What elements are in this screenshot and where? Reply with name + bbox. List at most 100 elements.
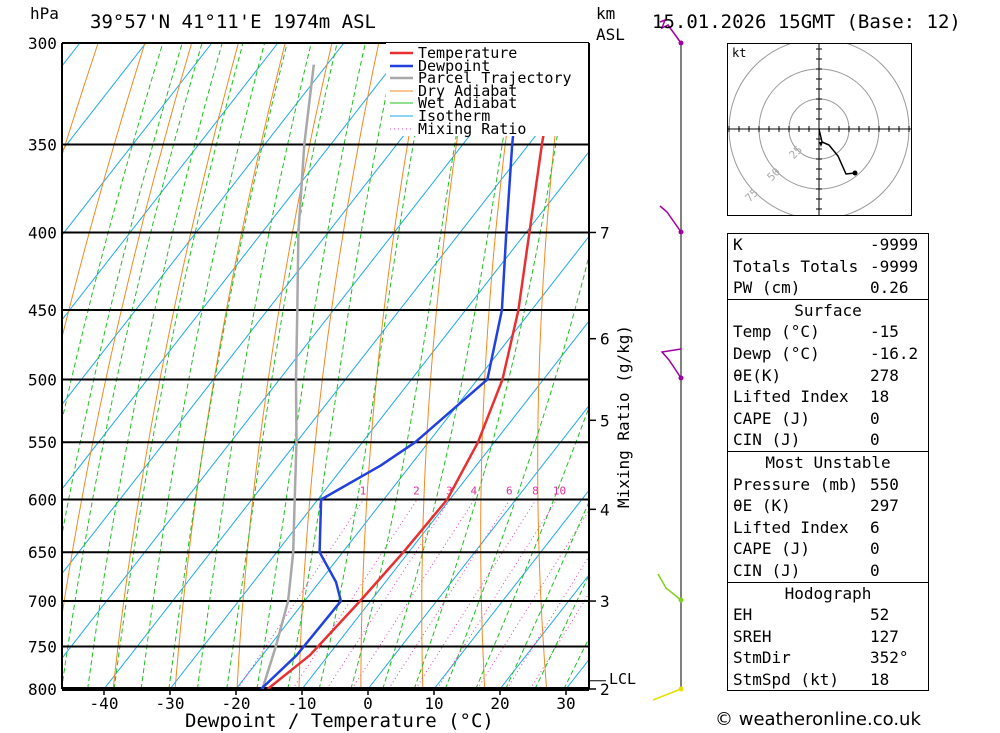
mu-value: 550 xyxy=(870,474,899,494)
surface-key: Temp (°C) xyxy=(733,322,820,342)
mixing-ratio-label: 6 xyxy=(506,485,513,498)
mu-row: θE (K) 297 xyxy=(728,495,928,517)
ring-label-50: 50 xyxy=(765,165,784,184)
hodo-end-dot xyxy=(852,170,858,176)
mu-key: Lifted Index xyxy=(733,517,849,537)
axes: -40 -30 -20 -10 0 10 20 30 7 6 5 4 3 2 xyxy=(61,43,610,713)
pressure-label: 300 xyxy=(28,34,57,53)
dry-adiabat xyxy=(987,43,1000,689)
dry-adiabat xyxy=(647,43,671,689)
surface-value: 0 xyxy=(870,408,880,428)
isotherm-line xyxy=(235,235,589,689)
km-tick-label: 4 xyxy=(600,500,610,519)
storm-motion-arrow xyxy=(819,142,823,147)
mixing-ratio-label: 2 xyxy=(413,485,420,498)
mixing-ratio-line xyxy=(326,499,451,689)
mu-key: θE (K) xyxy=(733,496,791,516)
profiles xyxy=(260,43,560,689)
mixing-ratio-line xyxy=(237,499,365,689)
legend-temperature: Temperature xyxy=(418,44,517,62)
legend-mixing-ratio: Mixing Ratio xyxy=(418,120,526,138)
km-tick-label: 5 xyxy=(600,411,610,430)
pressure-label: 450 xyxy=(28,301,57,320)
mixing-ratio-line xyxy=(415,499,537,689)
surface-row: Temp (°C) -15 xyxy=(728,321,928,343)
mixing-ratio-line xyxy=(529,592,589,689)
wet-adiabat xyxy=(62,43,164,423)
hodo-value: 352° xyxy=(870,648,909,668)
top-value: 0.26 xyxy=(870,278,909,298)
top-key: PW (cm) xyxy=(733,278,801,298)
series-parcel-trajectory xyxy=(261,64,316,689)
hodo-row: EH 52 xyxy=(728,604,928,626)
dry-adiabat xyxy=(62,43,193,619)
legend-wet-adiabat: Wet Adiabat xyxy=(418,94,517,112)
hodograph-unit: kt xyxy=(732,46,746,60)
top-key: K xyxy=(733,235,743,254)
top-key: Totals Totals xyxy=(733,256,859,276)
mixing-ratio-line xyxy=(506,555,589,689)
mixing-ratio-line xyxy=(436,499,558,689)
ring-label-25: 25 xyxy=(787,143,806,162)
mu-row: CIN (J) 0 xyxy=(728,560,928,582)
isotherm-line xyxy=(169,151,589,689)
isotherm-line xyxy=(62,43,213,236)
legend-parcel: Parcel Trajectory xyxy=(418,69,572,87)
pressure-label: 400 xyxy=(28,223,57,242)
datetime-title: 15.01.2026 15GMT (Base: 12) xyxy=(652,11,961,33)
pressure-label: 750 xyxy=(28,637,57,656)
top-value: -9999 xyxy=(870,256,919,276)
mixing-ratio-label: 10 xyxy=(553,485,566,498)
isotherm-line xyxy=(62,43,279,321)
hodo-key: StmDir xyxy=(733,648,791,668)
dry-adiabat xyxy=(421,43,473,689)
hodo-value: 52 xyxy=(870,605,890,625)
mu-row: CAPE (J) 0 xyxy=(728,538,928,560)
top-value: -9999 xyxy=(870,235,919,254)
pressure-label: 550 xyxy=(28,433,57,452)
series-dewpoint xyxy=(260,43,524,689)
x-tick-label: -10 xyxy=(288,694,317,713)
dry-adiabat xyxy=(112,43,239,689)
surface-value: 278 xyxy=(870,365,899,385)
x-tick-label: -30 xyxy=(156,694,185,713)
legend-dewpoint: Dewpoint xyxy=(418,57,490,75)
mixing-ratio-line xyxy=(388,499,511,689)
wet-adiabat xyxy=(196,43,312,689)
mu-key: CIN (J) xyxy=(733,560,801,580)
lcl-label: LCL xyxy=(609,670,636,688)
hodo-value: 18 xyxy=(870,669,890,689)
mu-value: 0 xyxy=(870,539,880,559)
isotherm-line xyxy=(433,489,589,689)
isotherm-line xyxy=(62,43,411,490)
x-tick-label: -40 xyxy=(90,694,119,713)
surface-row: Dewp (°C) -16.2 xyxy=(728,343,928,365)
wind-barb xyxy=(660,348,682,379)
most-unstable-title: Most Unstable xyxy=(728,450,928,474)
surface-key: CIN (J) xyxy=(733,430,801,450)
isotherm-line xyxy=(301,320,589,689)
pressure-label: 500 xyxy=(28,370,57,389)
stats-table: K -9999 Totals Totals -9999 PW (cm) 0.26 Surf… xyxy=(727,233,929,692)
km-tick-label: 3 xyxy=(600,592,610,611)
series-temperature xyxy=(266,43,560,689)
hodograph-panel: kt 25 50 75 xyxy=(727,43,912,216)
hodo-key: SREH xyxy=(733,626,772,646)
isotherm-line xyxy=(103,66,589,689)
x-tick-label: 0 xyxy=(363,694,373,713)
hodo-value: 127 xyxy=(870,626,899,646)
surface-row: Lifted Index 18 xyxy=(728,386,928,408)
dry-adiabat xyxy=(360,43,426,689)
surface-row: CIN (J) 0 xyxy=(728,429,928,451)
mixing-ratio-axis-label: Mixing Ratio (g/kg) xyxy=(614,325,633,508)
pressure-label: 350 xyxy=(28,136,57,155)
mixing-ratio-label: 15 xyxy=(592,485,605,498)
km-label: km xyxy=(596,4,615,23)
mu-value: 297 xyxy=(870,496,899,516)
location-title: 39°57'N 41°11'E 1974m ASL xyxy=(90,11,376,33)
legend: Temperature Dewpoint Parcel Trajectory D… xyxy=(386,43,589,138)
hodo-key: EH xyxy=(733,605,753,625)
mixing-ratio-line xyxy=(292,499,418,689)
legend-isotherm: Isotherm xyxy=(418,107,490,125)
